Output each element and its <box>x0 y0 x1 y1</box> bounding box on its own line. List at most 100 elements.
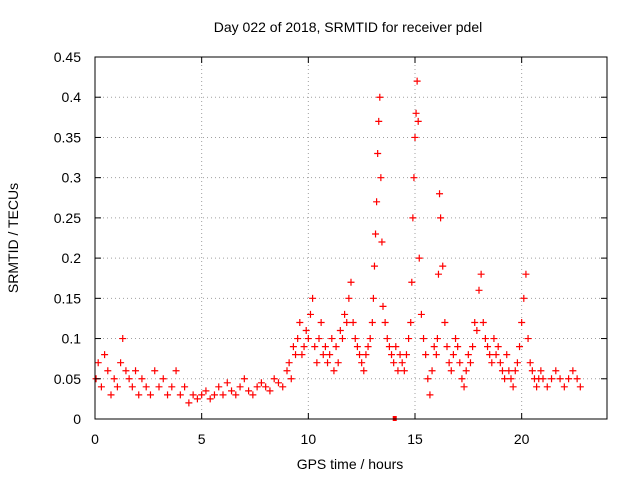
data-point <box>345 294 353 302</box>
axis-ticks <box>94 56 607 420</box>
data-point <box>560 383 568 391</box>
x-tick-label: 5 <box>198 431 206 447</box>
data-point <box>324 359 332 367</box>
y-tick-label: 0.2 <box>62 250 82 266</box>
data-point <box>524 335 532 343</box>
data-point <box>189 391 197 399</box>
data-point <box>377 174 385 182</box>
data-point <box>507 375 515 383</box>
data-point <box>193 395 201 403</box>
data-point <box>412 109 420 117</box>
data-point <box>430 343 438 351</box>
data-point <box>328 335 336 343</box>
data-point <box>285 359 293 367</box>
data-point <box>181 383 189 391</box>
data-point <box>392 343 400 351</box>
data-point <box>388 351 396 359</box>
data-point <box>443 343 451 351</box>
data-point <box>454 343 462 351</box>
data-point <box>569 367 577 375</box>
data-point <box>426 391 434 399</box>
data-point <box>379 302 387 310</box>
data-point <box>249 391 257 399</box>
data-point <box>294 335 302 343</box>
data-point <box>266 387 274 395</box>
data-point <box>336 327 344 335</box>
data-point <box>228 387 236 395</box>
data-point <box>417 310 425 318</box>
data-point <box>503 351 511 359</box>
data-point <box>452 335 460 343</box>
data-point <box>97 383 105 391</box>
data-point <box>94 359 102 367</box>
data-point <box>292 351 300 359</box>
data-point <box>385 343 393 351</box>
data-point <box>488 359 496 367</box>
data-point <box>376 93 384 101</box>
data-point <box>460 383 468 391</box>
data-point <box>447 367 455 375</box>
data-point <box>390 359 398 367</box>
data-point <box>409 214 417 222</box>
data-point <box>552 367 560 375</box>
data-point <box>374 150 382 158</box>
data-point <box>462 367 470 375</box>
data-point <box>306 310 314 318</box>
data-point <box>245 387 253 395</box>
data-point <box>432 351 440 359</box>
data-point <box>334 359 342 367</box>
data-point <box>526 359 534 367</box>
x-tick-label: 0 <box>91 431 99 447</box>
data-point <box>142 383 150 391</box>
data-point <box>368 318 376 326</box>
data-point <box>537 367 545 375</box>
data-point <box>253 383 261 391</box>
y-axis-label: SRMTID / TECUs <box>5 183 21 293</box>
data-point <box>132 367 140 375</box>
data-point <box>309 294 317 302</box>
data-point <box>464 351 472 359</box>
data-point <box>215 383 223 391</box>
data-point <box>494 343 502 351</box>
data-point <box>484 343 492 351</box>
data-point <box>424 375 432 383</box>
data-point <box>104 367 112 375</box>
data-point <box>304 335 312 343</box>
y-tick-label: 0.45 <box>54 49 81 65</box>
data-point <box>576 383 584 391</box>
data-point <box>415 254 423 262</box>
data-point <box>501 375 509 383</box>
data-point <box>321 343 329 351</box>
data-point <box>378 238 386 246</box>
data-point <box>498 367 506 375</box>
data-point <box>381 318 389 326</box>
data-point <box>146 391 154 399</box>
axis-tick-labels: 0 0.05 0.1 0.15 0.2 0.25 0.3 0.35 0.4 0.45 0 5 10 15 2… <box>54 49 530 447</box>
data-point <box>210 391 218 399</box>
data-point <box>481 335 489 343</box>
data-point <box>319 351 327 359</box>
data-point <box>356 351 364 359</box>
data-point <box>330 367 338 375</box>
x-axis-label: GPS time / hours <box>297 456 404 472</box>
data-point <box>471 318 479 326</box>
data-point <box>287 375 295 383</box>
data-point <box>505 367 513 375</box>
x-tick-label: 10 <box>301 431 317 447</box>
data-point <box>364 343 372 351</box>
data-point <box>257 379 265 387</box>
data-point <box>486 351 494 359</box>
chart-title: Day 022 of 2018, SRMTID for receiver pde… <box>214 19 482 35</box>
data-point <box>151 367 159 375</box>
data-point <box>396 351 404 359</box>
data-point <box>477 270 485 278</box>
y-tick-label: 0.3 <box>62 170 82 186</box>
data-point <box>520 294 528 302</box>
data-point <box>347 278 355 286</box>
data-point <box>219 391 227 399</box>
data-point <box>110 375 118 383</box>
data-point <box>398 359 406 367</box>
x-tick-label: 20 <box>514 431 530 447</box>
data-point <box>236 383 244 391</box>
data-point <box>548 375 556 383</box>
